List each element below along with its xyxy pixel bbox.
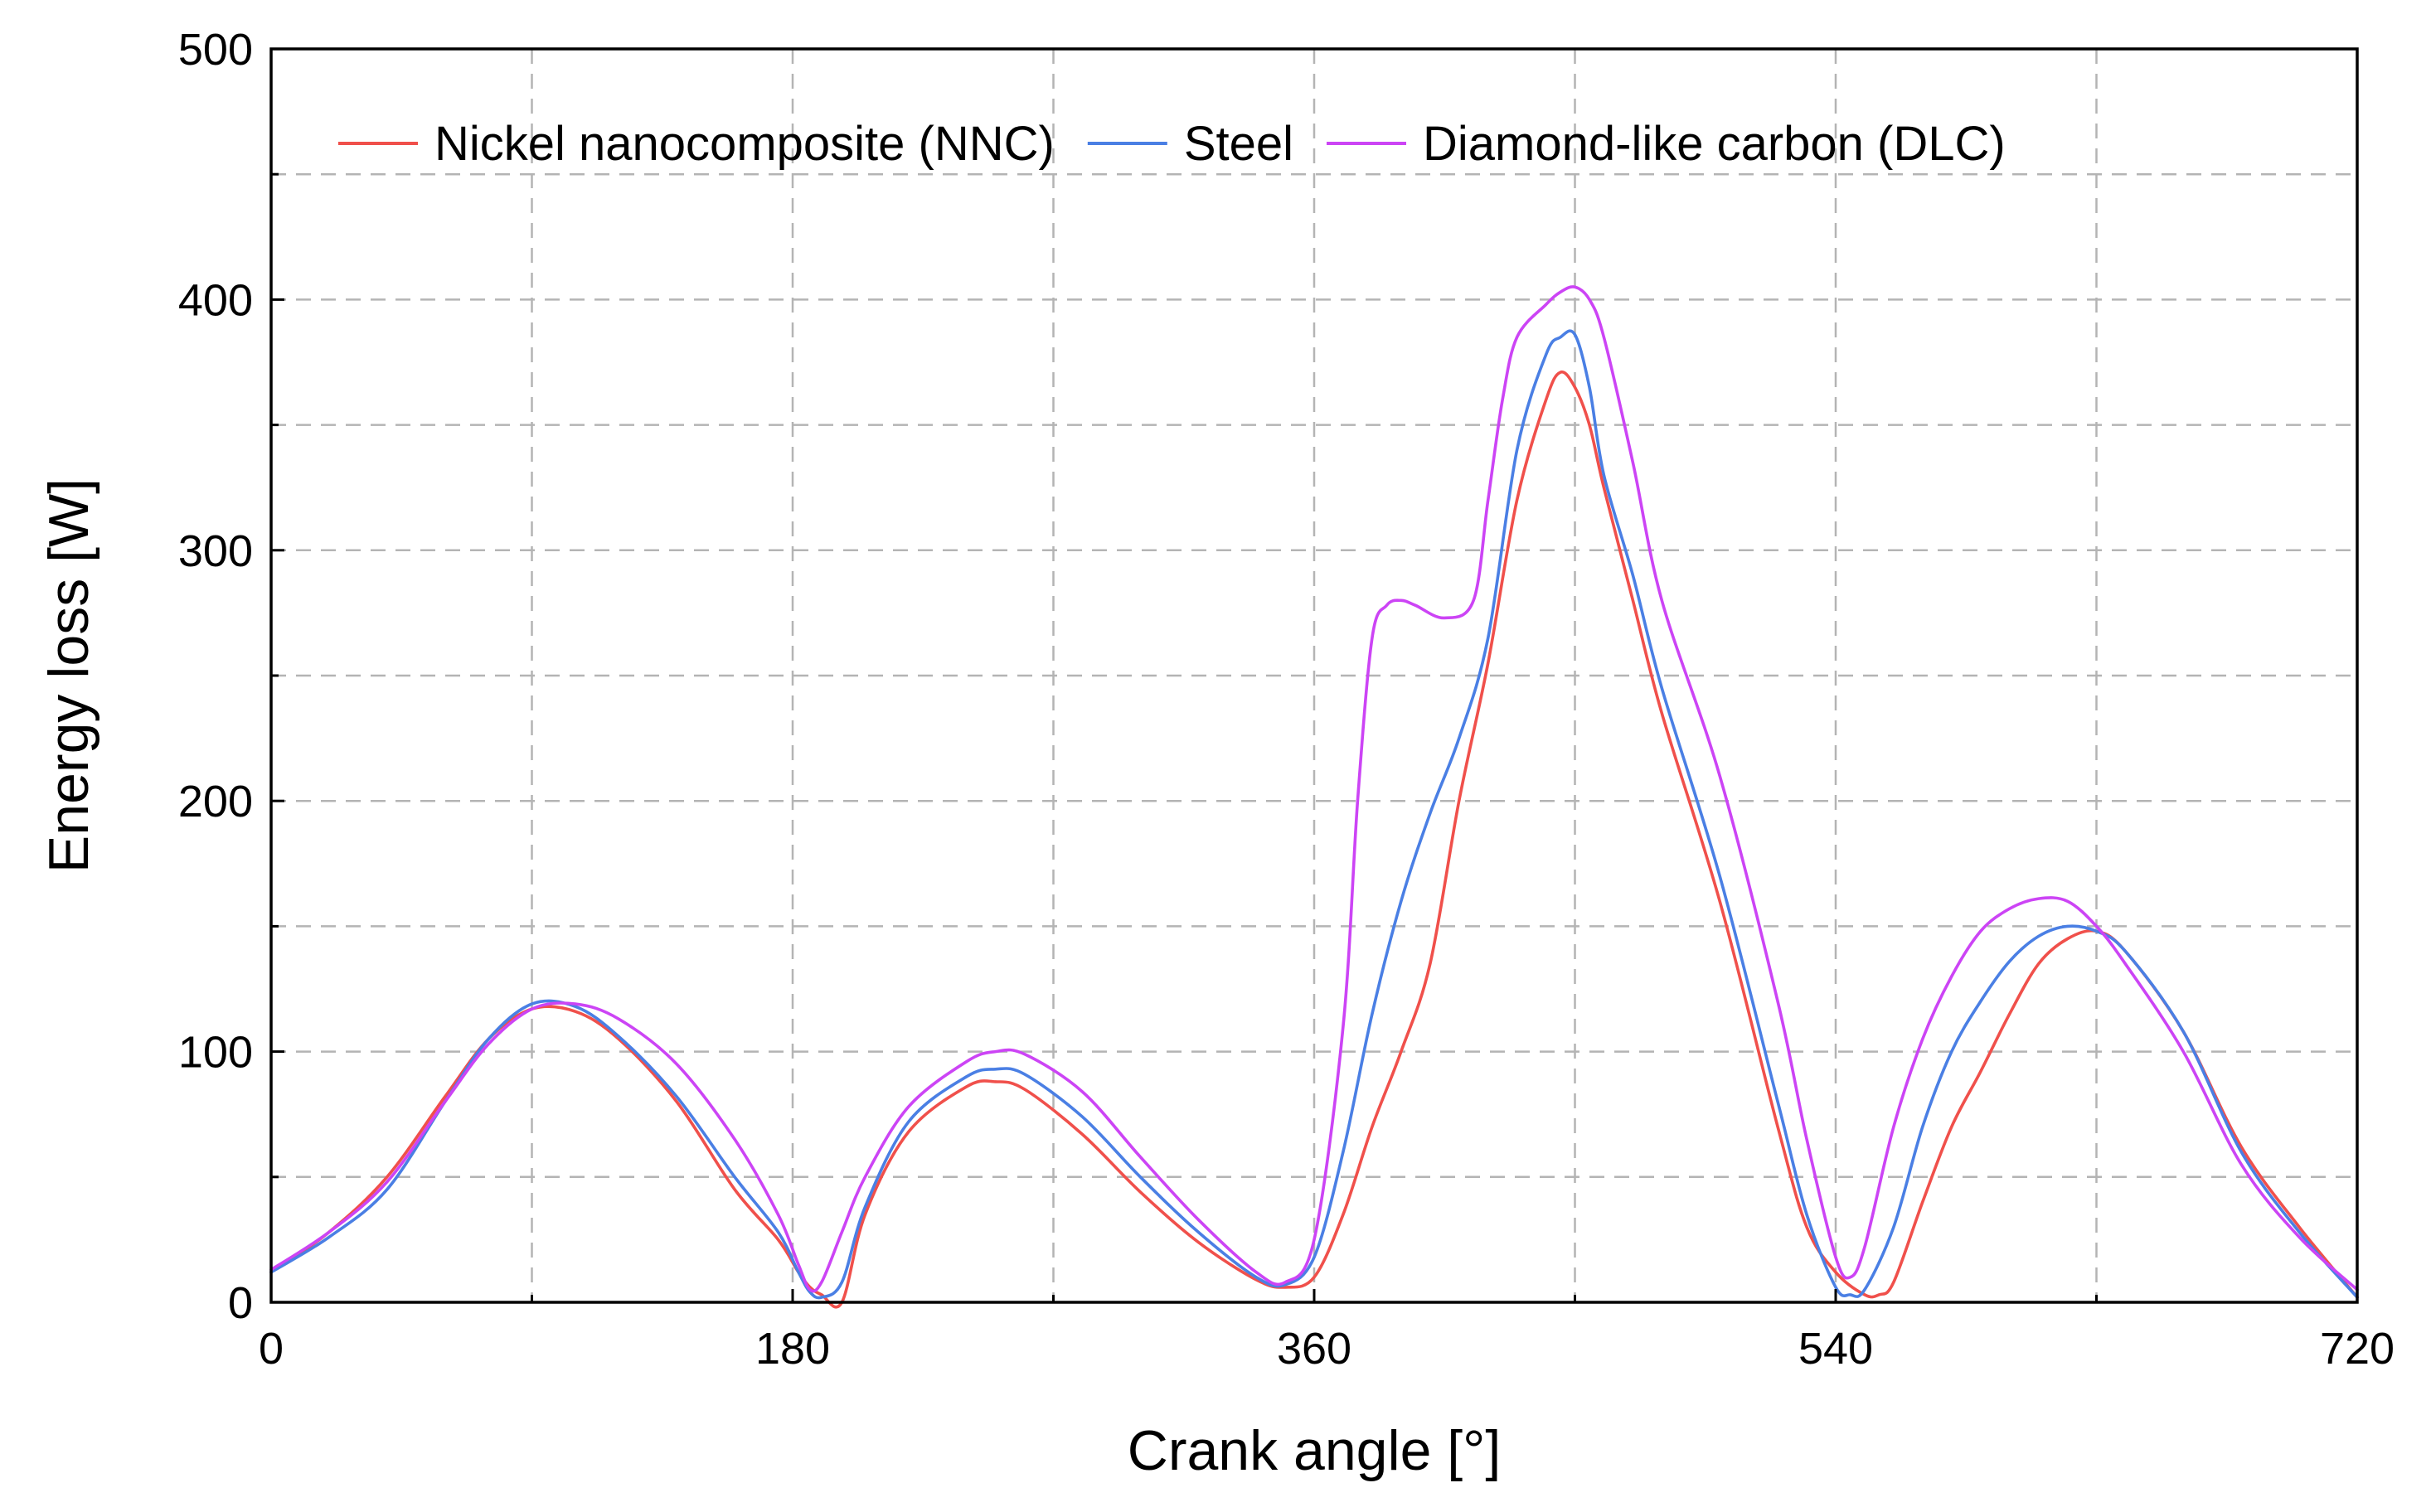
y-axis-title: Energy loss [W]	[37, 478, 100, 873]
y-tick-label: 400	[178, 275, 253, 325]
series-lines	[269, 285, 2359, 1309]
grid	[271, 49, 2357, 1302]
y-tick-label: 0	[228, 1278, 253, 1328]
legend-label: Steel	[1184, 117, 1293, 171]
series-line-nnc	[269, 370, 2359, 1309]
x-tick-label: 720	[2320, 1324, 2395, 1374]
legend-item-nnc: Nickel nanocomposite (NNC)	[338, 117, 1055, 171]
y-tick-label: 300	[178, 526, 253, 576]
legend-item-steel: Steel	[1087, 117, 1293, 171]
x-tick-label: 180	[755, 1324, 830, 1374]
legend-label: Nickel nanocomposite (NNC)	[434, 117, 1055, 171]
legend: Nickel nanocomposite (NNC) Steel Diamond-l…	[338, 117, 2006, 171]
y-tick-label: 200	[178, 777, 253, 826]
series-line-steel	[269, 329, 2359, 1300]
legend-item-dlc: Diamond-like carbon (DLC)	[1327, 117, 2006, 171]
x-tick-label: 540	[1798, 1324, 1873, 1374]
x-tick-label: 0	[259, 1324, 284, 1374]
tick-labels: 0 180 360 540 720 0 100 200 300 400 500	[178, 25, 2395, 1374]
y-tick-label: 500	[178, 25, 253, 75]
legend-label: Diamond-like carbon (DLC)	[1423, 117, 2006, 171]
axis-ticks	[269, 47, 2359, 1304]
x-axis-title: Crank angle [°]	[1128, 1419, 1502, 1482]
series-line-dlc	[269, 285, 2359, 1293]
y-tick-label: 100	[178, 1028, 253, 1078]
x-tick-label: 360	[1277, 1324, 1351, 1374]
